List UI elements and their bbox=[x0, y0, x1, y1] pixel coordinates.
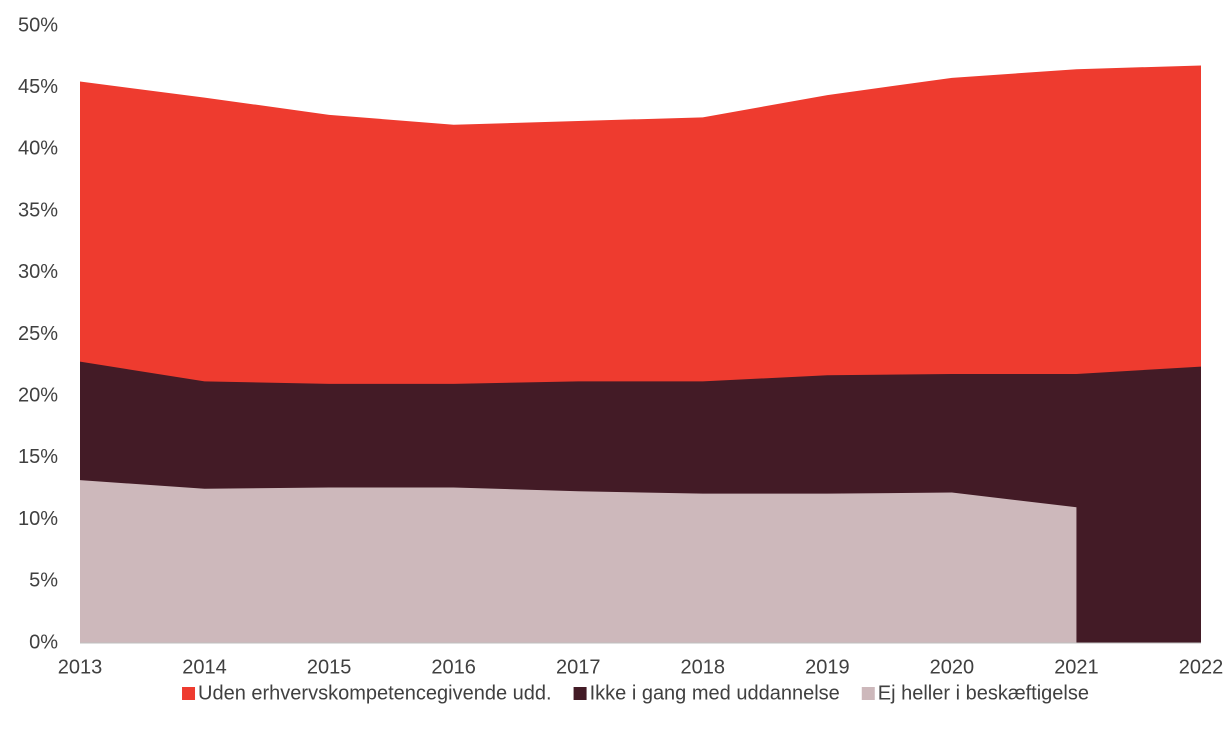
legend-swatch bbox=[861, 687, 875, 700]
y-tick-label: 35% bbox=[18, 199, 58, 221]
x-tick-label: 2014 bbox=[182, 656, 227, 678]
legend-swatch bbox=[573, 687, 587, 700]
y-tick-label: 40% bbox=[18, 138, 58, 160]
x-tick-label: 2018 bbox=[681, 656, 726, 678]
y-tick-label: 15% bbox=[18, 446, 58, 468]
x-tick-label: 2020 bbox=[930, 656, 975, 678]
y-tick-label: 0% bbox=[29, 631, 58, 653]
area bbox=[80, 480, 1077, 643]
x-tick-label: 2016 bbox=[431, 656, 476, 678]
x-tick-label: 2021 bbox=[1054, 656, 1099, 678]
y-tick-label: 20% bbox=[18, 384, 58, 406]
x-tick-label: 2019 bbox=[805, 656, 850, 678]
y-tick-label: 25% bbox=[18, 323, 58, 345]
y-tick-label: 5% bbox=[29, 570, 58, 592]
legend-label: Ej heller i beskæftigelse bbox=[878, 682, 1089, 704]
y-tick-label: 50% bbox=[18, 14, 58, 36]
x-tick-label: 2013 bbox=[58, 656, 103, 678]
y-tick-label: 30% bbox=[18, 261, 58, 283]
x-tick-label: 2022 bbox=[1179, 656, 1224, 678]
x-tick-label: 2015 bbox=[307, 656, 352, 678]
legend-label: Ikke i gang med uddannelse bbox=[590, 682, 840, 704]
x-tick-label: 2017 bbox=[556, 656, 601, 678]
legend-label: Uden erhvervskompetencegivende udd. bbox=[198, 682, 552, 704]
legend-swatch bbox=[182, 687, 196, 700]
y-tick-label: 10% bbox=[18, 508, 58, 530]
y-tick-label: 45% bbox=[18, 76, 58, 98]
